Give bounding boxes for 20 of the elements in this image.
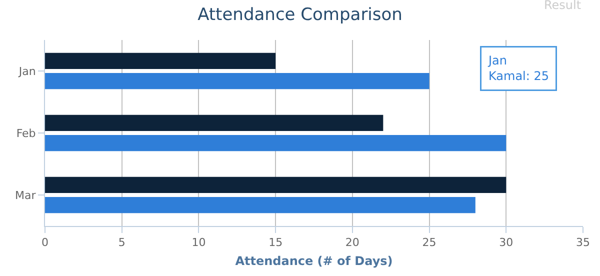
x-tick-label: 35 [576, 236, 590, 250]
annotation: Jan Kamal: 25 [488, 54, 550, 84]
y-tick-label: Mar [15, 188, 36, 202]
x-axis-title: Attendance (# of Days) [235, 254, 393, 268]
chart-title: Attendance Comparison [198, 5, 402, 26]
x-tick-label: 10 [192, 236, 206, 250]
bar [45, 73, 430, 90]
x-tick-label: 5 [118, 236, 126, 250]
x-tick-label: 20 [345, 236, 360, 250]
x-tick-label: 15 [268, 236, 283, 250]
y-tick-label: Jan [18, 64, 36, 78]
bar [45, 52, 276, 69]
x-tick-label: 30 [499, 236, 514, 250]
y-tick-label: Feb [16, 126, 36, 140]
bar [45, 176, 506, 193]
bar [45, 114, 384, 131]
bar [45, 135, 506, 152]
x-tick-label: 25 [422, 236, 436, 250]
x-tick-label: 0 [42, 236, 48, 250]
bar [45, 197, 476, 214]
